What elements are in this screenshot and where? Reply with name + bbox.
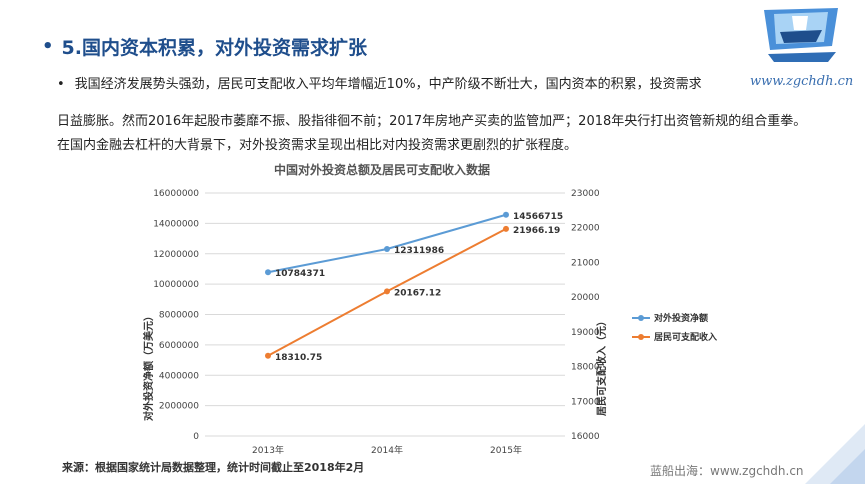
- ship-logo-icon: [764, 8, 838, 62]
- left-tick-label: 10000000: [153, 280, 199, 290]
- data-label: 14566715: [513, 212, 563, 222]
- chart-title: 中国对外投资总额及居民可支配收入数据: [274, 162, 490, 177]
- x-tick-label: 2015年: [490, 444, 522, 456]
- bullet-text: 我国经济发展势头强劲，居民可支配收入平均年增幅近10%，中产阶级不断壮大，国内资…: [74, 77, 702, 92]
- legend-swatch-marker: [638, 334, 644, 340]
- title-bullet: •: [42, 36, 54, 57]
- data-point: [503, 211, 509, 218]
- footer-watermark: 蓝船出海：www.zgchdh.cn: [650, 464, 804, 478]
- legend-swatch-marker: [638, 315, 644, 321]
- left-axis-ticks: 0 2000000 4000000 6000000 8000000 10000000 120…: [153, 189, 199, 442]
- series-layer: 10784371 12311986 14566715 18310.75 20167.12…: [265, 211, 563, 363]
- right-tick-label: 19000: [571, 328, 600, 338]
- data-label: 10784371: [275, 269, 325, 279]
- top-watermark: www.zgchdh.cn: [750, 74, 854, 89]
- data-point: [265, 269, 271, 276]
- data-label: 20167.12: [394, 288, 441, 298]
- left-tick-label: 8000000: [159, 311, 199, 321]
- left-tick-label: 4000000: [159, 371, 199, 381]
- bullet-point: • 我国经济发展势头强劲，居民可支配收入平均年增幅近10%，中产阶级不断壮大，国内…: [57, 73, 702, 92]
- data-label: 18310.75: [275, 353, 322, 363]
- right-tick-label: 20000: [571, 293, 600, 303]
- legend-label: 居民可支配收入: [654, 331, 717, 343]
- right-tick-label: 23000: [571, 189, 600, 199]
- right-tick-label: 21000: [571, 258, 600, 268]
- investment-income-chart: 中国对外投资总额及居民可支配收入数据 0 2000000 4000000 600000…: [142, 162, 717, 456]
- left-axis-label: 对外投资净额（万美元）: [142, 311, 155, 421]
- body-paragraph: 日益膨胀。然而2016年起股市萎靡不振、股指徘徊不前；2017年房地产买卖的监管…: [57, 114, 807, 153]
- left-tick-label: 2000000: [159, 402, 199, 412]
- data-point: [503, 225, 509, 232]
- corner-decoration: [805, 424, 865, 484]
- left-tick-label: 0: [193, 432, 199, 442]
- data-point: [384, 246, 390, 253]
- source-note: 来源：根据国家统计局数据整理，统计时间截止至2018年2月: [62, 461, 365, 474]
- right-tick-label: 18000: [571, 363, 600, 373]
- left-tick-label: 16000000: [153, 189, 199, 199]
- right-tick-label: 16000: [571, 432, 600, 442]
- data-point: [384, 288, 390, 295]
- legend-label: 对外投资净额: [654, 312, 708, 324]
- data-label: 21966.19: [513, 226, 560, 236]
- slide-title: • 5.国内资本积累，对外投资需求扩张: [42, 33, 367, 60]
- right-axis-label: 居民可支配收入（元）: [595, 316, 608, 416]
- right-tick-label: 17000: [571, 397, 600, 407]
- left-tick-label: 12000000: [153, 250, 199, 260]
- left-tick-label: 14000000: [153, 219, 199, 229]
- x-tick-label: 2014年: [371, 444, 403, 456]
- data-point: [265, 352, 271, 359]
- right-tick-label: 22000: [571, 224, 600, 234]
- x-tick-label: 2013年: [252, 444, 284, 456]
- right-axis-ticks: 16000 17000 18000 19000 20000 21000 22000 23000: [571, 189, 600, 442]
- left-tick-label: 6000000: [159, 341, 199, 351]
- data-label: 12311986: [394, 246, 444, 256]
- chart-grid: [205, 192, 565, 437]
- x-axis-ticks: 2013年 2014年 2015年: [252, 444, 522, 456]
- bullet-dot: •: [57, 77, 65, 92]
- title-text: 5.国内资本积累，对外投资需求扩张: [61, 37, 367, 59]
